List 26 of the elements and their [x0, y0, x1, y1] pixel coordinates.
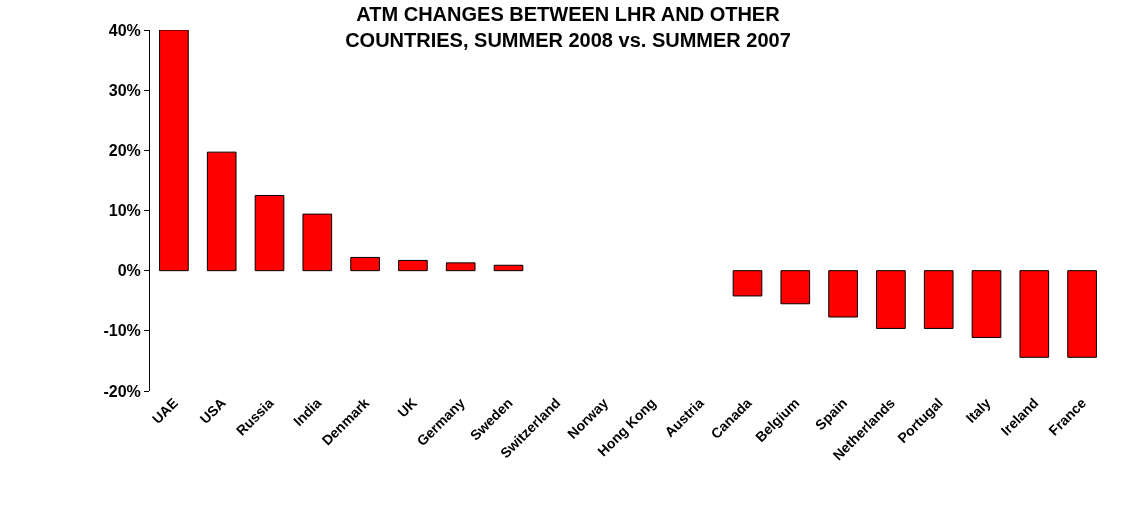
y-tick-label: -20% — [103, 382, 141, 400]
y-tick-label: -10% — [103, 322, 141, 340]
bar — [876, 270, 906, 329]
bar — [971, 270, 1002, 338]
y-tick-label: 20% — [108, 141, 141, 159]
bar — [828, 270, 858, 318]
bar — [780, 270, 811, 305]
bar — [1019, 270, 1050, 358]
bar — [254, 194, 285, 272]
bar — [302, 213, 333, 272]
bar — [445, 262, 476, 272]
y-tick-label: 30% — [108, 81, 141, 99]
x-tick-label: UK — [394, 394, 420, 421]
y-tick-label: 40% — [108, 21, 141, 39]
bar — [732, 270, 763, 297]
bar — [159, 30, 189, 272]
bar — [1067, 270, 1097, 358]
bar — [206, 151, 237, 272]
x-tick-label: USA — [196, 394, 229, 427]
bar — [493, 264, 524, 272]
chart-title: ATM CHANGES BETWEEN LHR AND OTHER COUNTRIES, SUMMER 2008 vs. SUMMER 2007 — [345, 3, 791, 52]
bar — [350, 256, 380, 272]
y-tick-label: 0% — [117, 262, 141, 280]
bar — [923, 270, 954, 329]
y-tick-label: 10% — [108, 202, 141, 220]
bar — [398, 259, 428, 272]
